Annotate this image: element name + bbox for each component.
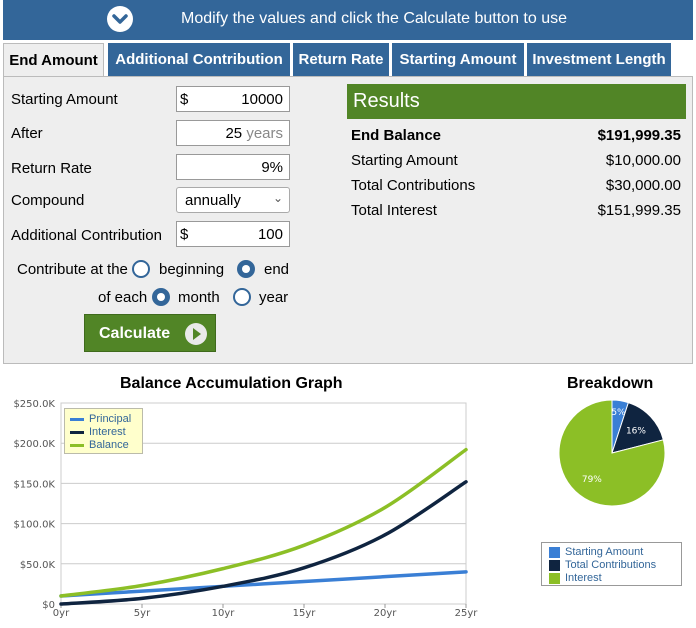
radio-beginning[interactable]	[132, 260, 150, 278]
chevron-down-icon: ⌄	[272, 191, 283, 205]
result-value: $10,000.00	[605, 152, 681, 169]
legend-balance: Balance	[70, 439, 129, 451]
additional-contribution-label: Additional Contribution	[11, 227, 162, 244]
x-tick-label: 15yr	[293, 608, 317, 619]
result-value: $151,999.35	[597, 202, 681, 219]
tab-starting-amount[interactable]: Starting Amount	[392, 43, 524, 76]
legend-label: Balance	[89, 439, 129, 451]
x-tick-label: 20yr	[374, 608, 398, 619]
pie-chart-legend: Starting Amount Total Contributions Inte…	[541, 542, 682, 586]
banner-text: Modify the values and click the Calculat…	[181, 10, 567, 27]
years-value-group: 25 years	[225, 125, 283, 142]
return-rate-value: 9	[261, 159, 270, 176]
additional-contribution-input[interactable]: $ 100	[176, 221, 290, 247]
series-line-balance	[59, 447, 468, 598]
pie-legend-interest: Interest	[549, 572, 602, 584]
result-label: Starting Amount	[351, 152, 458, 169]
x-tick-label: 25yr	[455, 608, 479, 619]
legend-swatch	[70, 443, 84, 447]
return-rate-value-group: 9%	[261, 159, 283, 176]
pie-slice-total-contributions	[611, 401, 664, 454]
years-value: 25	[225, 125, 243, 142]
compound-select[interactable]: annually ⌄	[176, 187, 290, 213]
legend-interest: Interest	[70, 426, 126, 438]
additional-contribution-value: 100	[257, 226, 283, 243]
x-tick-label: 0yr	[53, 608, 70, 619]
pie-slice-label: 16%	[626, 427, 646, 437]
instruction-banner[interactable]: Modify the values and click the Calculat…	[3, 0, 693, 40]
legend-swatch	[549, 559, 560, 571]
calculate-button[interactable]: Calculate	[84, 314, 216, 352]
legend-swatch	[70, 430, 84, 434]
y-tick-label: $100.0K	[13, 520, 55, 531]
currency-prefix: $	[180, 226, 189, 243]
pie-slice-interest	[558, 399, 666, 507]
y-tick-label: $250.0K	[13, 399, 55, 410]
return-rate-input[interactable]: 9%	[176, 154, 290, 180]
series-line-principal	[59, 570, 468, 598]
tab-investment-length[interactable]: Investment Length	[527, 43, 671, 76]
percent-suffix: %	[269, 159, 283, 176]
pie-legend-starting-amount: Starting Amount	[549, 546, 643, 558]
tab-end-amount[interactable]: End Amount	[3, 43, 104, 77]
legend-label: Interest	[565, 572, 602, 584]
y-tick-label: $50.0K	[20, 560, 56, 571]
radio-end[interactable]	[237, 260, 255, 278]
legend-label: Principal	[89, 413, 132, 425]
radio-end-label[interactable]: end	[264, 261, 290, 278]
line-chart-title: Balance Accumulation Graph	[120, 375, 343, 392]
pie-slice-label: 79%	[582, 475, 602, 485]
legend-swatch	[549, 546, 560, 558]
legend-swatch	[70, 417, 84, 421]
return-rate-label: Return Rate	[11, 160, 92, 177]
starting-amount-input[interactable]: $ 10000	[176, 86, 290, 112]
results-header: Results	[347, 84, 686, 119]
line-chart-legend: Principal Interest Balance	[64, 408, 143, 454]
chevron-down-circle-icon[interactable]	[107, 6, 133, 32]
x-tick-label: 10yr	[212, 608, 236, 619]
compound-label: Compound	[11, 192, 85, 209]
starting-amount-value: 10000	[241, 91, 283, 108]
years-input[interactable]: 25 years	[176, 120, 290, 146]
series-line-interest	[59, 480, 468, 606]
legend-label: Total Contributions	[565, 559, 657, 571]
radio-month-label[interactable]: month	[178, 289, 220, 306]
result-label: End Balance	[351, 127, 442, 144]
compound-value: annually	[185, 192, 241, 209]
currency-prefix: $	[180, 91, 189, 108]
of-each-label: of each	[98, 289, 148, 306]
radio-month[interactable]	[152, 288, 170, 306]
tab-additional-contribution[interactable]: Additional Contribution	[108, 43, 290, 76]
years-suffix: years	[246, 125, 283, 142]
x-tick-label: 5yr	[134, 608, 151, 619]
legend-label: Interest	[89, 426, 126, 438]
result-label: Total Contributions	[351, 177, 476, 194]
y-tick-label: $150.0K	[13, 479, 55, 490]
result-value: $191,999.35	[597, 127, 681, 144]
result-label: Total Interest	[351, 202, 437, 219]
results-title: Results	[353, 90, 420, 112]
radio-beginning-label[interactable]: beginning	[159, 261, 225, 278]
calculate-label: Calculate	[99, 325, 171, 342]
legend-principal: Principal	[70, 413, 131, 425]
legend-label: Starting Amount	[565, 546, 644, 558]
contribute-at-label: Contribute at the	[17, 261, 128, 278]
starting-amount-label: Starting Amount	[11, 91, 118, 108]
play-arrow-icon	[185, 323, 207, 345]
radio-year[interactable]	[233, 288, 251, 306]
tab-return-rate[interactable]: Return Rate	[293, 43, 389, 76]
pie-legend-total-contributions: Total Contributions	[549, 559, 656, 571]
after-label: After	[11, 125, 43, 142]
y-tick-label: $200.0K	[13, 439, 55, 450]
pie-slice-starting-amount	[611, 399, 630, 454]
pie-slice-label: 5%	[611, 408, 626, 418]
legend-swatch	[549, 572, 560, 584]
result-value: $30,000.00	[605, 177, 681, 194]
radio-year-label[interactable]: year	[259, 289, 289, 306]
pie-chart-title: Breakdown	[567, 375, 654, 392]
y-tick-label: $0	[42, 600, 55, 611]
